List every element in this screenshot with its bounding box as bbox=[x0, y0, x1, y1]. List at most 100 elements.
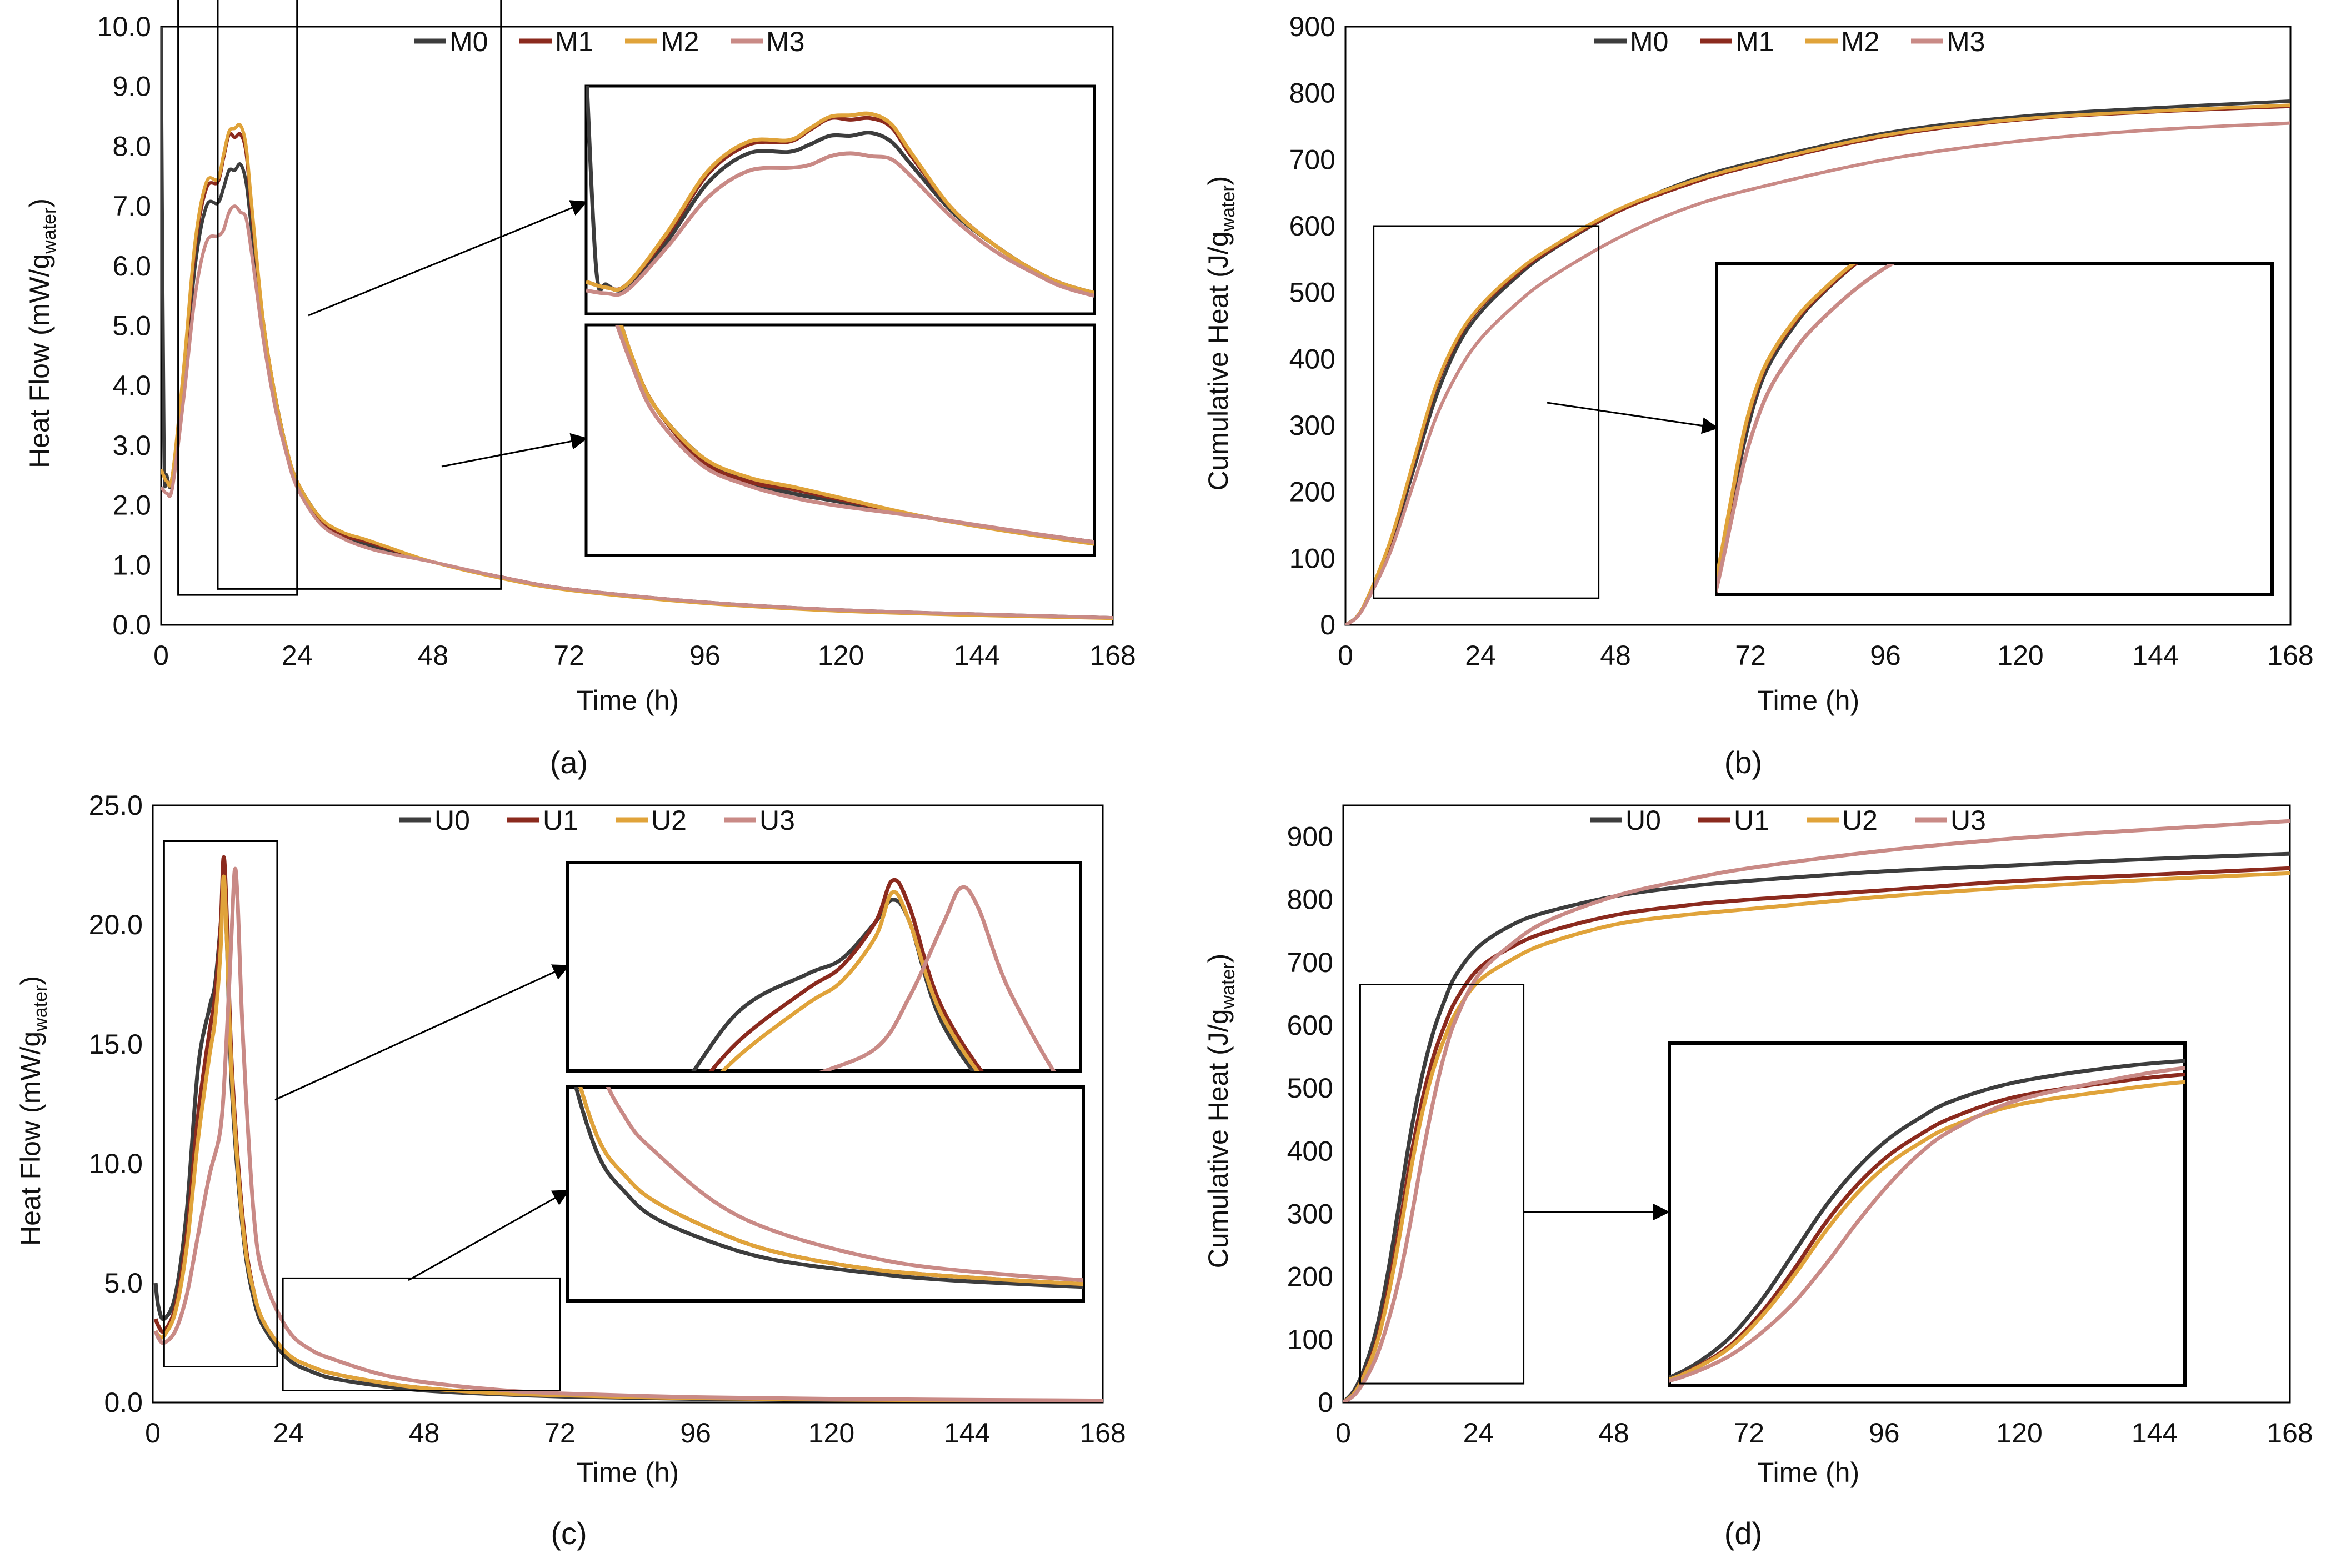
x-tick-label: 168 bbox=[1089, 640, 1136, 671]
plot-frame bbox=[1344, 26, 2292, 626]
plot-frame bbox=[160, 26, 1114, 626]
series-line-U0 bbox=[1343, 851, 2290, 1402]
inset-line-M3 bbox=[1717, 264, 1896, 594]
x-tick-label: 144 bbox=[2132, 1417, 2178, 1449]
x-tick-label: 168 bbox=[1079, 1417, 1126, 1449]
inset-line-U0 bbox=[691, 898, 976, 1071]
chart-a: 0.0 1.0 2.0 3.0 4.0 5.0 6.0 7.0 8.0 9.0 10.0 0 24 48 7… bbox=[24, 0, 1136, 780]
zoom-inset-frame bbox=[1668, 1041, 2187, 1387]
zoom-source-box bbox=[1359, 984, 1525, 1385]
zoom-source-box bbox=[282, 1277, 561, 1391]
zoom-arrow bbox=[408, 1190, 570, 1281]
y-tick-label: 300 bbox=[1289, 410, 1335, 441]
x-tick-label: 120 bbox=[818, 640, 864, 671]
x-tick-label: 96 bbox=[1869, 1417, 1900, 1449]
y-axis-title: Cumulative Heat (J/gwater) bbox=[1203, 176, 1239, 491]
legend-label-M1: M1 bbox=[1735, 26, 1774, 57]
series-line-M2 bbox=[1345, 103, 2290, 625]
legend-label-U1: U1 bbox=[543, 805, 578, 836]
y-tick-label: 600 bbox=[1289, 211, 1335, 242]
zoom-inset-series bbox=[574, 1087, 1083, 1289]
x-tick-label: 24 bbox=[1465, 640, 1496, 671]
legend-label-U3: U3 bbox=[759, 805, 795, 836]
legend-label-M0: M0 bbox=[449, 26, 488, 57]
panel-caption: (c) bbox=[551, 1516, 587, 1551]
y-tick-label: 6.0 bbox=[112, 251, 151, 282]
y-tick-label: 10.0 bbox=[97, 11, 151, 42]
inset-line-U2 bbox=[578, 1087, 1083, 1286]
y-tick-label: 700 bbox=[1289, 144, 1335, 175]
series-line-M3 bbox=[1345, 121, 2290, 625]
x-axis-title: Time (h) bbox=[577, 1457, 679, 1488]
zoom-source-box bbox=[1373, 225, 1600, 599]
y-tick-label: 15.0 bbox=[89, 1029, 143, 1060]
legend-label-M3: M3 bbox=[1947, 26, 1985, 57]
series-line-U3 bbox=[153, 866, 1103, 1402]
x-tick-label: 96 bbox=[1870, 640, 1901, 671]
y-tick-label: 100 bbox=[1287, 1324, 1333, 1355]
series-group bbox=[153, 855, 1103, 1402]
x-tick-label: 48 bbox=[1600, 640, 1631, 671]
y-tick-label: 5.0 bbox=[112, 310, 151, 342]
zoom-arrow bbox=[441, 433, 588, 468]
y-axis-title: Heat Flow (mW/gwater) bbox=[15, 976, 51, 1246]
y-tick-label: 500 bbox=[1289, 277, 1335, 308]
zoom-inset-frame bbox=[566, 1085, 1085, 1303]
y-tick-label: 0 bbox=[1320, 609, 1335, 640]
y-tick-label: 2.0 bbox=[112, 490, 151, 521]
y-tick-label: 4.0 bbox=[112, 370, 151, 401]
y-tick-label: 0 bbox=[1318, 1387, 1333, 1418]
plot-frame bbox=[152, 804, 1104, 1404]
y-tick-label: 900 bbox=[1289, 11, 1335, 42]
y-tick-label: 400 bbox=[1289, 343, 1335, 374]
legend-label-M2: M2 bbox=[1841, 26, 1879, 57]
x-tick-label: 0 bbox=[145, 1417, 161, 1449]
series-line-U3 bbox=[1343, 819, 2290, 1402]
y-tick-label: 9.0 bbox=[112, 71, 151, 102]
x-axis-title: Time (h) bbox=[577, 685, 679, 716]
legend-label-M1: M1 bbox=[555, 26, 593, 57]
legend-label-U2: U2 bbox=[1842, 805, 1878, 836]
chart-d: 0 100 200 300 400 500 600 700 800 900 0 24 48 72 96 120… bbox=[1203, 804, 2313, 1551]
y-tick-label: 100 bbox=[1289, 543, 1335, 574]
x-tick-label: 0 bbox=[1335, 1417, 1351, 1449]
y-tick-label: 1.0 bbox=[112, 549, 151, 580]
y-tick-label: 800 bbox=[1287, 884, 1333, 915]
x-tick-label: 24 bbox=[282, 640, 313, 671]
y-tick-label: 500 bbox=[1287, 1073, 1333, 1104]
x-tick-label: 0 bbox=[153, 640, 169, 671]
zoom-inset-series bbox=[586, 86, 1094, 298]
zoom-arrow bbox=[1547, 402, 1719, 434]
inset-line-M2 bbox=[619, 325, 1094, 546]
inset-line-M3 bbox=[586, 151, 1094, 298]
legend-label-M2: M2 bbox=[661, 26, 699, 57]
inset-line-U3 bbox=[819, 885, 1056, 1071]
plot-frame bbox=[1342, 804, 2291, 1404]
panel-caption: (b) bbox=[1724, 745, 1762, 780]
series-line-M3 bbox=[161, 204, 1113, 620]
x-tick-label: 72 bbox=[1735, 640, 1766, 671]
inset-line-U1 bbox=[708, 878, 984, 1071]
legend-label-M0: M0 bbox=[1630, 26, 1668, 57]
zoom-inset-series bbox=[1669, 1059, 2185, 1383]
chart-c: 0.0 5.0 10.0 15.0 20.0 25.0 0 24 48 72 96 120 144 168… bbox=[15, 790, 1126, 1551]
y-tick-label: 600 bbox=[1287, 1010, 1333, 1041]
zoom-arrow bbox=[308, 200, 588, 317]
x-tick-label: 120 bbox=[1996, 1417, 2042, 1449]
y-tick-label: 5.0 bbox=[104, 1268, 143, 1299]
series-group bbox=[161, 27, 1113, 620]
y-tick-label: 300 bbox=[1287, 1199, 1333, 1230]
zoom-source-box bbox=[163, 840, 278, 1367]
series-line-U2 bbox=[1343, 871, 2290, 1402]
x-tick-label: 48 bbox=[1598, 1417, 1629, 1449]
series-group bbox=[1343, 819, 2290, 1402]
zoom-arrow bbox=[274, 964, 570, 1101]
y-tick-label: 400 bbox=[1287, 1135, 1333, 1166]
x-tick-label: 96 bbox=[680, 1417, 711, 1449]
inset-line-U2 bbox=[720, 890, 980, 1071]
legend-label-M3: M3 bbox=[766, 26, 804, 57]
zoom-inset-series bbox=[1717, 264, 1896, 594]
y-tick-label: 200 bbox=[1287, 1261, 1333, 1293]
zoom-inset-series bbox=[691, 878, 1056, 1071]
